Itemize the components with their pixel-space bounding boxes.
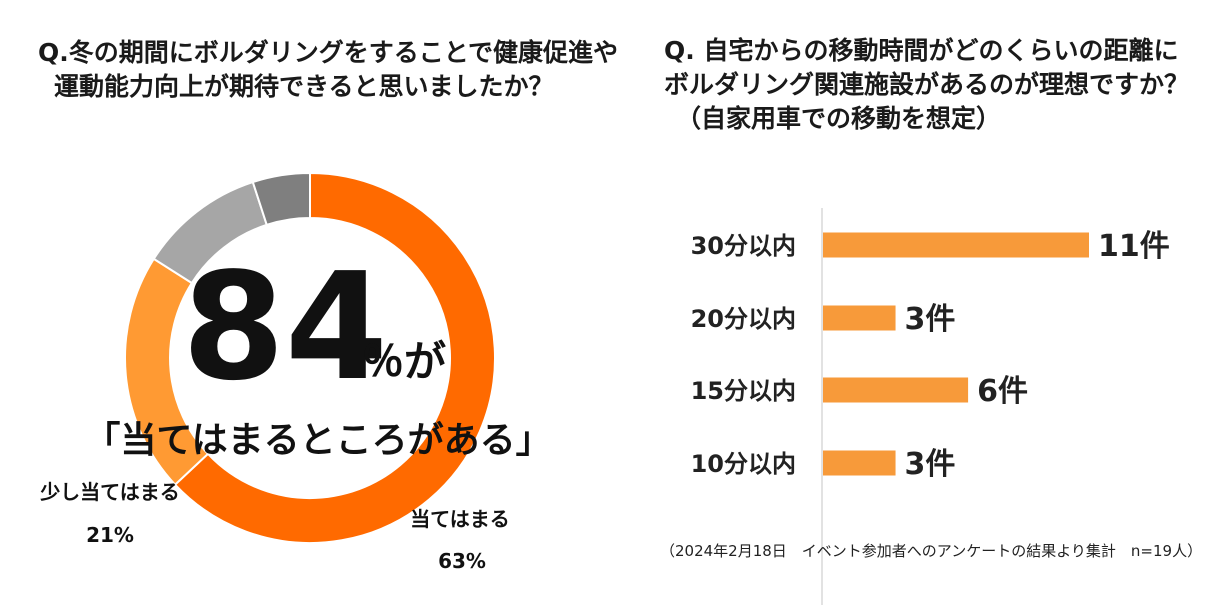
left-question-line1: Q.冬の期間にボルダリングをすることで健康促進や [38, 38, 619, 67]
headline-suffix: ％が [362, 337, 446, 386]
bar-1 [823, 305, 896, 331]
donut-label-1: 少し当てはまる [39, 480, 180, 504]
right-question-line3: （自家用車での移動を想定） [676, 104, 1002, 133]
right-question-line1: Q. 自宅からの移動時間がどのくらいの距離に [664, 36, 1179, 65]
bar-3 [823, 450, 896, 476]
headline-quote: 「当てはまるところがある」 [84, 420, 551, 461]
right-question-line2: ボルダリング関連施設があるのが理想ですか？ [664, 70, 1190, 99]
bar-value-label-0: 11件 [1098, 229, 1170, 264]
bar-category-label-0: 30分以内 [691, 232, 796, 260]
bar-category-label-2: 15分以内 [691, 377, 796, 405]
donut-chart: 84％が「当てはまるところがある」当てはまる 63% 少し当てはまる 21% [39, 171, 552, 573]
bar-value-label-2: 6件 [977, 374, 1028, 409]
bar-0 [823, 232, 1089, 258]
bar-2 [823, 377, 969, 403]
bar-category-label-1: 20分以内 [691, 305, 796, 333]
donut-value-label-0: 63% [438, 549, 486, 573]
donut-label-0: 当てはまる [410, 507, 510, 531]
left-question-line2: 運動能力向上が期待できると思いましたか？ [54, 72, 554, 101]
bar-category-label-3: 10分以内 [691, 450, 796, 478]
headline-number: 84 [182, 241, 388, 413]
donut-slice-3 [251, 171, 311, 227]
donut-slice-0 [173, 171, 496, 544]
bar-value-label-3: 3件 [905, 447, 956, 482]
donut-value-label-1: 21% [86, 523, 134, 547]
footnote: （2024年2月18日 イベント参加者へのアンケートの結果より集計 n=19人） [660, 542, 1203, 560]
bar-value-label-1: 3件 [905, 302, 956, 337]
